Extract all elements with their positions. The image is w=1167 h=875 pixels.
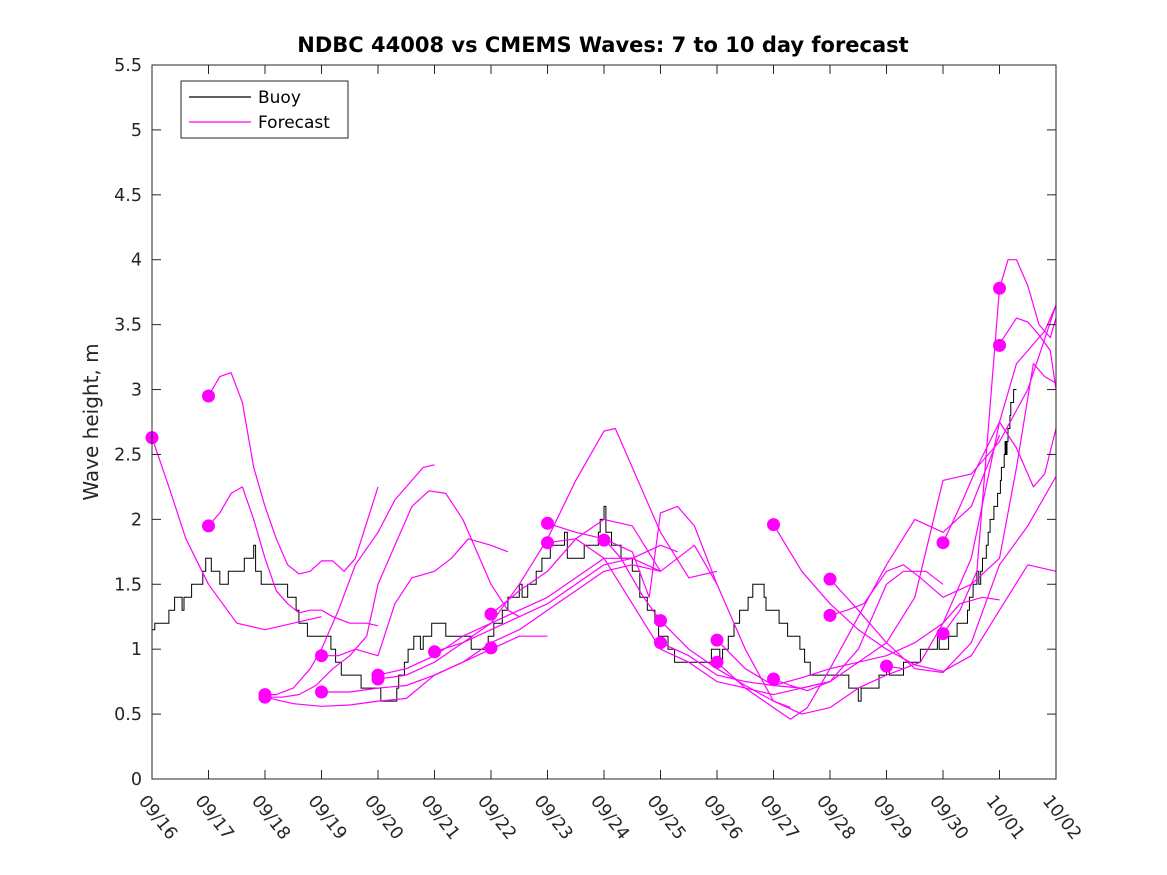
forecast-series-line: [207, 372, 379, 575]
y-tick-label: 1.5: [114, 575, 142, 595]
forecast-series-line: [773, 305, 1057, 692]
forecast-series-line: [208, 486, 379, 627]
forecast-series-line: [886, 304, 1057, 670]
forecast-start-marker: [484, 607, 498, 621]
forecast-series-line: [547, 538, 831, 696]
legend: Buoy Forecast: [180, 80, 349, 139]
forecast-series-line: [829, 363, 1057, 616]
chart-title: NDBC 44008 vs CMEMS Waves: 7 to 10 day f…: [297, 33, 908, 57]
forecast-start-marker: [202, 389, 215, 403]
marker-layer: [145, 281, 1006, 704]
y-tick-label: 3: [131, 381, 142, 401]
forecast-series-line: [660, 570, 944, 689]
forecast-start-marker: [710, 633, 724, 647]
plot-area: [152, 65, 1056, 779]
forecast-start-marker: [936, 536, 950, 550]
forecast-series-line: [716, 434, 1001, 720]
forecast-series-line: [829, 476, 1057, 674]
forecast-series-line: [434, 427, 718, 653]
forecast-series-line: [942, 259, 1057, 634]
forecast-series-line: [377, 557, 661, 680]
forecast-start-marker: [541, 536, 554, 550]
y-tick-label: 0: [131, 770, 142, 790]
forecast-series-line: [998, 317, 1057, 390]
forecast-start-marker: [258, 690, 272, 704]
forecast-series-line: [490, 518, 718, 615]
forecast-start-marker: [484, 641, 498, 655]
legend-label-forecast: Forecast: [258, 113, 330, 133]
forecast-start-marker: [767, 672, 780, 686]
forecast-series-line: [151, 437, 322, 631]
y-tick-label: 0.5: [114, 705, 142, 725]
forecast-start-marker: [428, 645, 441, 659]
forecast-start-marker: [936, 627, 950, 641]
forecast-start-marker: [315, 685, 328, 699]
y-tick-label: 1: [131, 640, 142, 660]
forecast-series-line: [942, 421, 1057, 543]
forecast-start-marker: [371, 672, 385, 686]
forecast-start-marker: [880, 659, 893, 673]
forecast-series-line: [265, 464, 435, 696]
legend-label-buoy: Buoy: [258, 88, 301, 108]
legend-box: [180, 80, 349, 139]
forecast-start-marker: [597, 533, 611, 547]
y-tick-label: 5.5: [114, 56, 142, 76]
forecast-series-line: [321, 538, 509, 657]
forecast-start-marker: [202, 519, 215, 533]
y-tick-label: 4.5: [114, 186, 142, 206]
forecast-start-marker: [823, 608, 837, 622]
forecast-series-line: [264, 635, 548, 707]
forecast-series-line: [377, 544, 678, 676]
forecast-start-marker: [654, 614, 667, 628]
forecast-start-marker: [710, 655, 724, 669]
forecast-start-marker: [993, 281, 1006, 295]
forecast-start-marker: [315, 649, 328, 663]
forecast-start-marker: [993, 338, 1006, 352]
y-tick-label: 3.5: [114, 316, 142, 336]
y-tick-label: 5: [131, 121, 142, 141]
y-tick-label: 2.5: [114, 445, 142, 465]
y-tick-label: 4: [131, 251, 142, 271]
y-axis-label: Wave height, m: [79, 343, 103, 500]
forecast-start-marker: [823, 572, 837, 586]
y-axis: 0 0.5 1 1.5 2 2.5 3 3.5 4 4.5 5 5.5: [114, 56, 1056, 790]
buoy-series-line: [152, 389, 1017, 702]
forecast-start-marker: [654, 636, 667, 650]
forecast-start-marker: [541, 516, 554, 530]
forecast-series-line: [265, 490, 520, 698]
y-tick-label: 2: [131, 510, 142, 530]
forecast-start-marker: [767, 518, 780, 532]
forecast-series-line: [603, 538, 904, 715]
series-layer: [151, 259, 1057, 720]
